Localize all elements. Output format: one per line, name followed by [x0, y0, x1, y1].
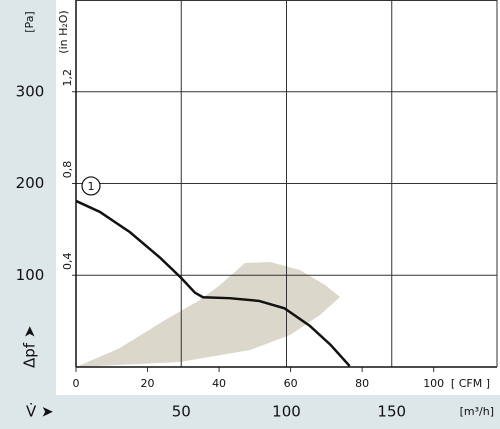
x2-tick-label: 60	[284, 377, 298, 390]
x-label: V̇ ➤	[26, 402, 54, 421]
x-unit: [m³/h]	[460, 405, 494, 418]
y-tick-label: 200	[16, 174, 45, 192]
x-tick-label: 50	[172, 403, 191, 421]
left-band	[0, 0, 56, 429]
x-tick-label: 150	[377, 403, 406, 421]
curve-marker	[81, 176, 101, 196]
y2-tick-label: 0,4	[61, 253, 74, 271]
x2-tick-label: 40	[212, 377, 226, 390]
x2-unit: [ CFM ]	[451, 377, 490, 390]
y2-tick-label: 0,8	[61, 161, 74, 179]
curve	[75, 199, 351, 367]
y2-tick-label: 1,2	[61, 69, 74, 87]
y-tick-label: 300	[16, 82, 45, 100]
x2-tick-label: 100	[423, 377, 444, 390]
y2-unit: (in H₂O)	[57, 10, 70, 53]
x2-tick-label: 20	[141, 377, 155, 390]
curve-name: 1	[88, 180, 95, 193]
bottom-band	[0, 395, 500, 429]
operating-region	[76, 262, 340, 367]
y-unit: [Pa]	[23, 11, 36, 32]
x2-tick-label: 0	[73, 377, 80, 390]
y-tick-label: 100	[16, 266, 45, 284]
x-tick-label: 100	[272, 403, 301, 421]
x2-tick-label: 80	[355, 377, 369, 390]
y-label: Δpf ➤	[21, 326, 39, 368]
